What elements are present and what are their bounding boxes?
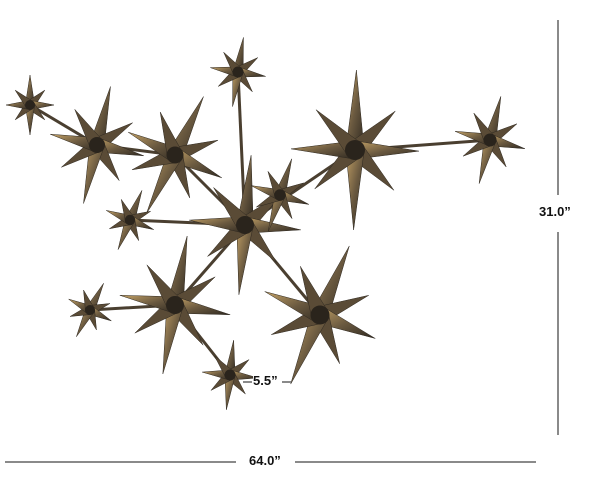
metal-star (106, 190, 154, 250)
star-center (345, 140, 365, 160)
width-dimension-line-left (5, 461, 236, 463)
metal-star (119, 235, 231, 375)
metal-star (68, 283, 112, 337)
star-center (166, 296, 184, 314)
metal-star (454, 96, 526, 184)
star-dimension-label: 5.5” (253, 373, 278, 388)
star-center (274, 189, 286, 201)
star-center (232, 66, 244, 78)
star-center (483, 133, 497, 147)
star-dimension-tick-right (282, 381, 291, 383)
star-center (236, 216, 254, 234)
width-dimension-line-right (295, 461, 536, 463)
height-dimension-line-top (557, 20, 559, 195)
metal-star (210, 37, 266, 107)
metal-star (264, 245, 376, 385)
metal-star (250, 158, 310, 232)
height-dimension-label: 31.0” (536, 204, 574, 219)
metal-star (50, 86, 144, 204)
star-center (85, 305, 95, 315)
metal-star (128, 96, 222, 214)
star-center (310, 305, 330, 325)
star-dimension-tick-left (243, 381, 252, 383)
metal-star (290, 69, 420, 231)
star-center (166, 146, 184, 164)
star-center (124, 214, 136, 226)
metal-star (189, 155, 301, 295)
height-dimension-line-bottom (557, 232, 559, 435)
star-center (89, 137, 105, 153)
star-center (25, 100, 35, 110)
metal-star (202, 340, 258, 410)
star-center (224, 369, 236, 381)
metal-star (5, 74, 55, 136)
width-dimension-label: 64.0” (246, 453, 284, 468)
